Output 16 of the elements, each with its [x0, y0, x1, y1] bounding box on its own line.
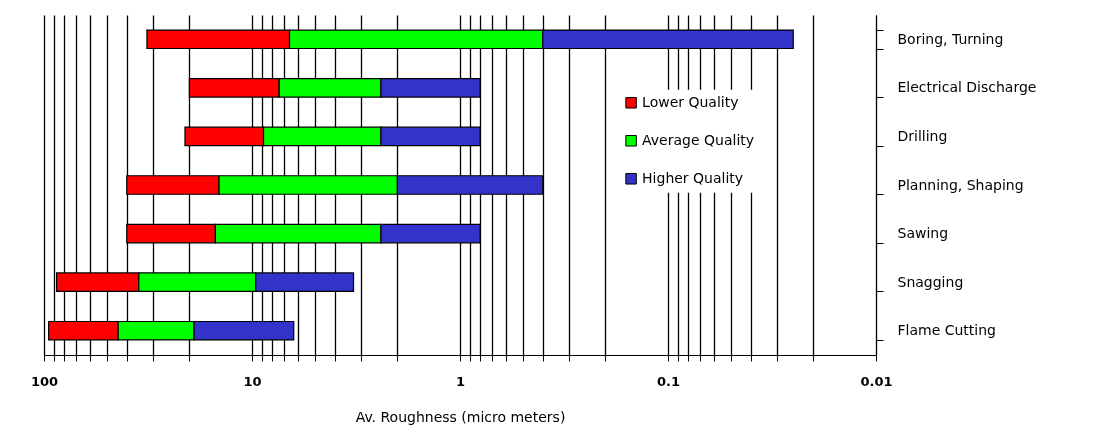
legend-label: Lower Quality: [642, 93, 739, 110]
x-tick-label: 10: [243, 373, 262, 389]
x-tick-label: 0.1: [656, 373, 681, 389]
y-tick-label: Snagging: [897, 273, 964, 290]
y-tick-label: Planning, Shaping: [897, 176, 1024, 193]
x-axis-title: Av. Roughness (micro meters): [355, 408, 566, 425]
x-tick-label: 1: [455, 373, 466, 389]
legend-label: Higher Quality: [642, 169, 744, 186]
legend-label: Average Quality: [642, 131, 755, 148]
y-tick-label: Boring, Turning: [897, 30, 1004, 47]
y-tick-label: Sawing: [897, 225, 949, 242]
y-tick-label: Drilling: [897, 127, 948, 144]
x-tick-label: 0.01: [860, 373, 893, 389]
y-tick-label: Flame Cutting: [897, 322, 996, 339]
y-tick-label: Electrical Discharge: [897, 79, 1037, 96]
x-tick-label: 100: [30, 373, 59, 389]
